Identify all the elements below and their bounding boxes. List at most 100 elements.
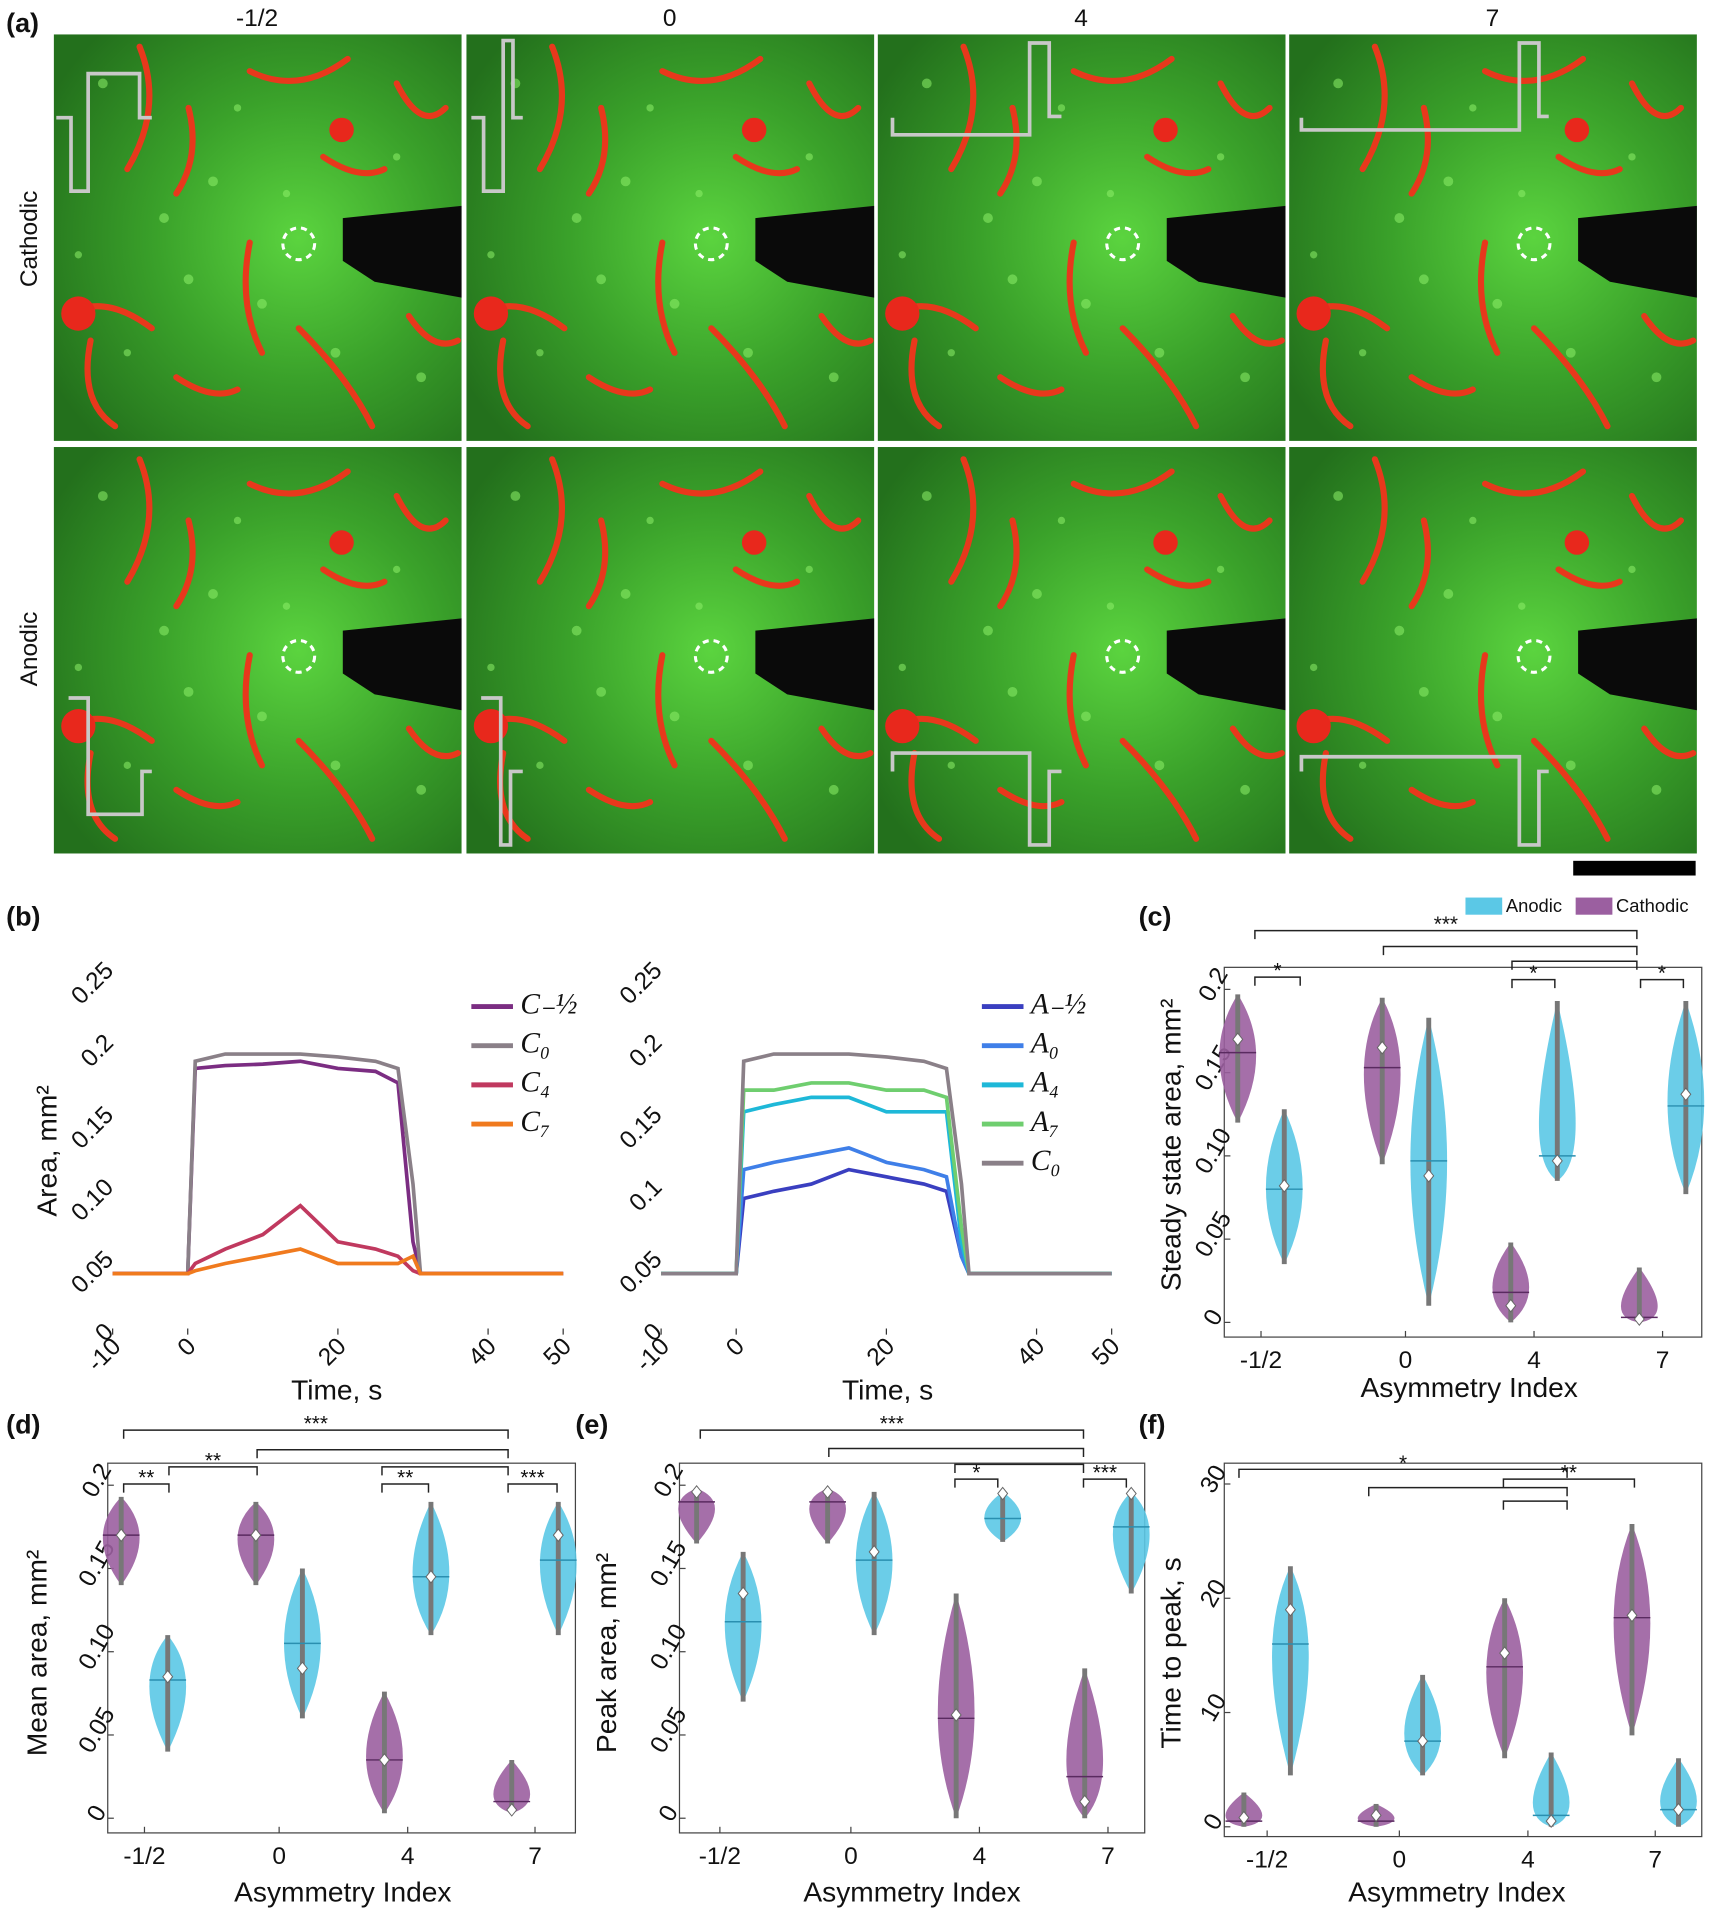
x-tick-label: 7 [1101, 1843, 1115, 1870]
mean-marker [1672, 1802, 1685, 1817]
x-axis-label: Asymmetry Index [1348, 1877, 1565, 1908]
panel-label: (a) [6, 8, 39, 38]
mean-marker [115, 1528, 127, 1543]
y-tick-label: 0.05 [66, 1246, 119, 1299]
significance-bracket [1368, 1486, 1568, 1497]
x-axis-label: Time, s [842, 1375, 933, 1406]
significance-bracket [954, 1478, 999, 1488]
mean-marker [1417, 1734, 1429, 1748]
y-tick-label: 30 [1195, 1461, 1232, 1498]
x-tick-label: 4 [973, 1843, 987, 1870]
legend-swatch [1575, 897, 1613, 915]
y-axis-label: Steady state area, mm² [1155, 999, 1186, 1291]
mean-marker [691, 1484, 703, 1499]
x-tick-label: 4 [1527, 1347, 1541, 1374]
x-tick-label: 7 [1648, 1847, 1662, 1874]
mean-marker [296, 1661, 308, 1676]
mean-marker [162, 1669, 174, 1684]
significance-bracket [1082, 1478, 1128, 1488]
significance-bracket [256, 1448, 509, 1459]
y-tick-label: 0.25 [615, 957, 668, 1010]
panel-label: (e) [575, 1410, 608, 1440]
y-tick-label: 0.2 [1193, 963, 1233, 1006]
legend-swatch [1465, 897, 1503, 915]
x-tick-label: 20 [313, 1333, 351, 1371]
y-tick-label: 0.10 [73, 1620, 120, 1675]
mean-marker [378, 1753, 390, 1767]
series-line [661, 1167, 1112, 1276]
significance-label: * [1529, 962, 1537, 985]
x-tick-label: 0 [272, 1843, 286, 1870]
y-tick-label: 0.2 [649, 1459, 689, 1502]
significance-bracket [699, 1429, 1085, 1439]
x-tick-label: 40 [463, 1333, 501, 1371]
significance-label: ** [138, 1467, 154, 1490]
y-tick-label: 0.05 [615, 1246, 668, 1299]
mean-marker [950, 1708, 962, 1722]
y-tick-label: 0.15 [645, 1536, 692, 1591]
x-tick-label: 20 [862, 1333, 900, 1371]
legend-label: C₀ [1031, 1145, 1061, 1177]
significance-label: ** [397, 1467, 413, 1490]
significance-bracket [122, 1429, 509, 1439]
column-label: 0 [663, 5, 677, 32]
x-tick-label: 7 [528, 1843, 542, 1870]
x-axis-label: Time, s [291, 1375, 382, 1406]
x-tick-label: 4 [401, 1843, 415, 1870]
y-axis-label: Mean area, mm² [22, 1550, 53, 1756]
mean-marker [1633, 1312, 1645, 1326]
significance-bracket [1254, 929, 1638, 940]
x-tick-label: -1/2 [699, 1843, 741, 1870]
significance-bracket [1238, 1468, 1568, 1478]
x-tick-label: 0 [721, 1333, 750, 1362]
panel-a-tiles [54, 34, 1697, 876]
significance-label: *** [1434, 913, 1458, 936]
significance-label: * [1399, 1452, 1407, 1475]
mean-marker [250, 1528, 262, 1543]
series-line [112, 1247, 564, 1276]
y-tick-label: 0.05 [645, 1703, 692, 1758]
y-tick-label: 0.25 [66, 957, 119, 1010]
panel-label: (f) [1139, 1410, 1166, 1440]
mean-marker [1125, 1486, 1137, 1501]
y-axis-label: Time to peak, s [1155, 1557, 1186, 1748]
mean-marker [1370, 1808, 1382, 1823]
significance-label: *** [304, 1413, 328, 1436]
series-line [661, 1146, 1112, 1276]
y-tick-label: 0.10 [66, 1174, 119, 1227]
significance-bracket [381, 1483, 430, 1493]
y-tick-label: 0.2 [624, 1029, 667, 1072]
significance-bracket [1502, 1478, 1636, 1488]
x-tick-label: -1/2 [1240, 1347, 1282, 1374]
x-tick-label: 50 [1087, 1333, 1125, 1371]
x-axis-label: Asymmetry Index [234, 1877, 451, 1908]
y-tick-label: 0.10 [1190, 1124, 1237, 1179]
panel-label: (b) [6, 901, 40, 931]
panel-label: (c) [1139, 901, 1172, 931]
y-tick-label: 0.05 [73, 1703, 120, 1758]
significance-label: ** [205, 1449, 221, 1472]
significance-label: * [1273, 960, 1281, 983]
x-axis-label: Asymmetry Index [803, 1877, 1020, 1908]
mean-marker [1505, 1298, 1517, 1313]
mean-marker [1232, 1032, 1244, 1047]
plot-frame [678, 1462, 1146, 1834]
legend-label: C₄ [520, 1067, 550, 1099]
legend-label: C₀ [520, 1027, 550, 1059]
legend-label: A₇ [1029, 1106, 1059, 1138]
series-line [112, 1203, 564, 1276]
y-tick-label: 0.2 [77, 1459, 117, 1502]
y-tick-label: 20 [1195, 1575, 1232, 1612]
mean-marker [737, 1586, 749, 1601]
significance-bracket [1511, 978, 1556, 989]
y-axis-label: Peak area, mm² [591, 1553, 622, 1753]
mean-marker [1284, 1602, 1296, 1617]
y-tick-label: 0.05 [1190, 1207, 1237, 1262]
significance-bracket [381, 1466, 509, 1476]
mean-marker [1423, 1168, 1435, 1183]
panel-label: (d) [6, 1410, 40, 1440]
x-tick-label: 40 [1012, 1333, 1050, 1371]
significance-label: * [972, 1462, 980, 1485]
y-tick-label: 10 [1195, 1689, 1232, 1726]
y-tick-label: 0.1 [624, 1174, 667, 1217]
